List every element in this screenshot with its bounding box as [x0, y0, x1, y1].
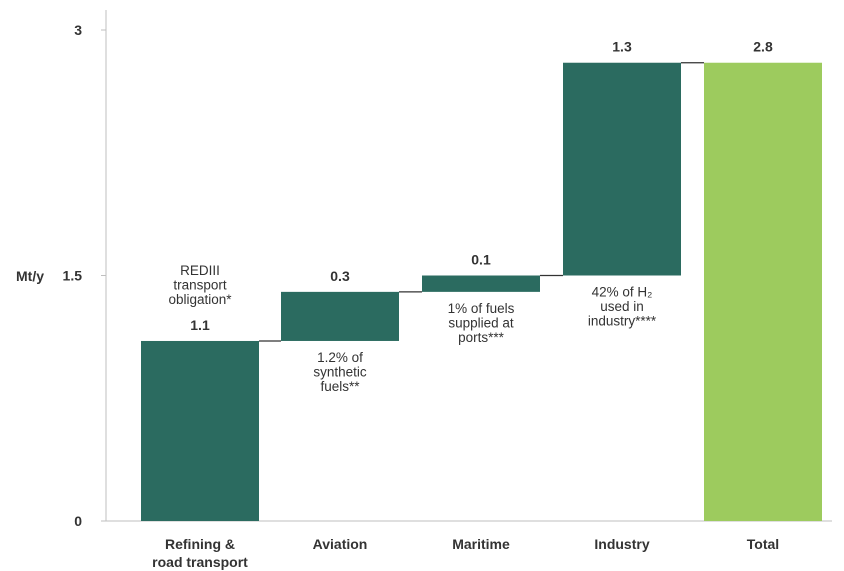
annotation-line: 1.2% of — [317, 350, 363, 365]
category-line: Refining & — [165, 536, 235, 552]
annotation-line: ports*** — [458, 330, 505, 345]
category-line: Maritime — [452, 536, 510, 552]
annotation-line: industry**** — [588, 314, 657, 329]
annotation-line: synthetic — [313, 364, 367, 379]
annotation-line: obligation* — [168, 292, 232, 307]
category-label: Aviation — [313, 536, 368, 552]
value-label: 1.1 — [190, 317, 210, 333]
y-tick-label: 0 — [74, 513, 82, 529]
y-tick-label: 3 — [74, 22, 82, 38]
value-label: 0.3 — [330, 268, 350, 284]
y-axis-label: Mt/y — [16, 268, 44, 284]
annotation-line: supplied at — [448, 315, 514, 330]
y-tick-label: 1.5 — [63, 268, 83, 284]
category-line: Aviation — [313, 536, 368, 552]
category-label: Maritime — [452, 536, 510, 552]
bar-5 — [704, 62, 822, 521]
value-label: 1.3 — [612, 39, 632, 55]
annotation-line: transport — [173, 277, 227, 292]
annotation-line: 1% of fuels — [448, 301, 515, 316]
bar-1 — [141, 340, 259, 521]
labels: 1.1 0.3 0.1 1.3 2.8 REDIII transport obligation… — [152, 39, 779, 570]
value-label: 2.8 — [753, 39, 773, 55]
annotation-line: fuels** — [320, 379, 360, 394]
annotation: 1% of fuels supplied at ports*** — [448, 301, 515, 345]
annotation-line: used in — [600, 299, 644, 314]
annotation: 1.2% of synthetic fuels** — [313, 350, 367, 394]
value-label: 0.1 — [471, 252, 491, 268]
category-line: Industry — [594, 536, 649, 552]
annotation-line: 42% of H₂ — [592, 285, 653, 300]
category-label: Refining & road transport — [152, 536, 248, 570]
bar-3 — [422, 275, 540, 292]
annotation: REDIII transport obligation* — [168, 263, 232, 307]
category-label: Industry — [594, 536, 649, 552]
category-line: Total — [747, 536, 779, 552]
bar-2 — [281, 291, 399, 341]
bar-4 — [563, 62, 681, 276]
category-label: Total — [747, 536, 779, 552]
category-line: road transport — [152, 554, 248, 570]
annotation: 42% of H₂ used in industry**** — [588, 285, 657, 329]
bars — [141, 62, 822, 521]
annotation-line: REDIII — [180, 263, 220, 278]
